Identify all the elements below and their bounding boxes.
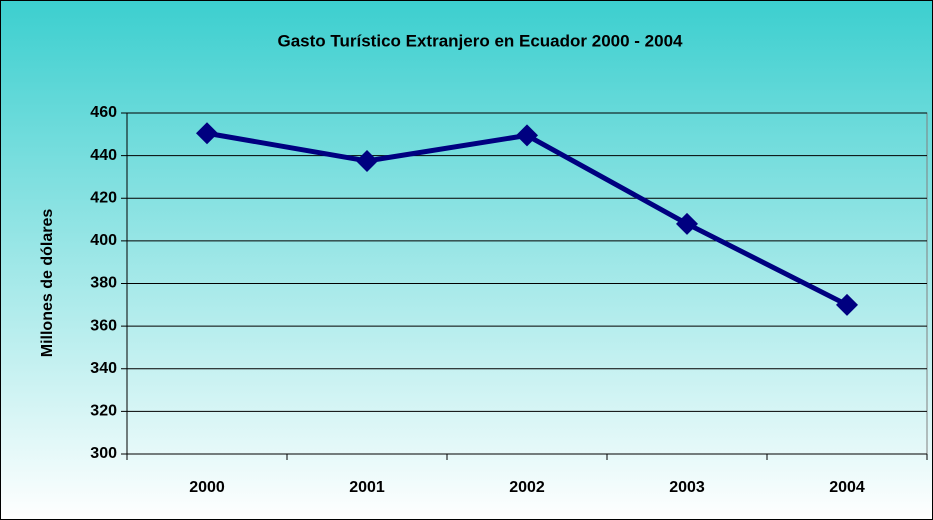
y-tick-label: 360	[90, 317, 117, 334]
y-tick-label: 300	[90, 445, 117, 462]
y-tick-label: 420	[90, 189, 117, 206]
y-tick-label: 340	[90, 360, 117, 377]
y-tick-label: 460	[90, 104, 117, 121]
chart-title: Gasto Turístico Extranjero en Ecuador 20…	[277, 31, 683, 50]
y-axis-label: Millones de dólares	[39, 209, 56, 358]
y-tick-label: 440	[90, 147, 117, 164]
data-point	[196, 122, 218, 145]
x-tick-label: 2003	[669, 479, 705, 496]
x-tick-label: 2004	[829, 479, 865, 496]
data-point	[836, 293, 858, 316]
x-tick-label: 2002	[509, 479, 545, 496]
x-tick-label: 2001	[349, 479, 385, 496]
y-tick-label: 380	[90, 275, 117, 292]
x-tick-label: 2000	[189, 479, 225, 496]
y-tick-label: 400	[90, 232, 117, 249]
data-point	[516, 124, 538, 147]
y-tick-label: 320	[90, 403, 117, 420]
data-point	[676, 212, 698, 235]
data-point	[356, 149, 378, 172]
